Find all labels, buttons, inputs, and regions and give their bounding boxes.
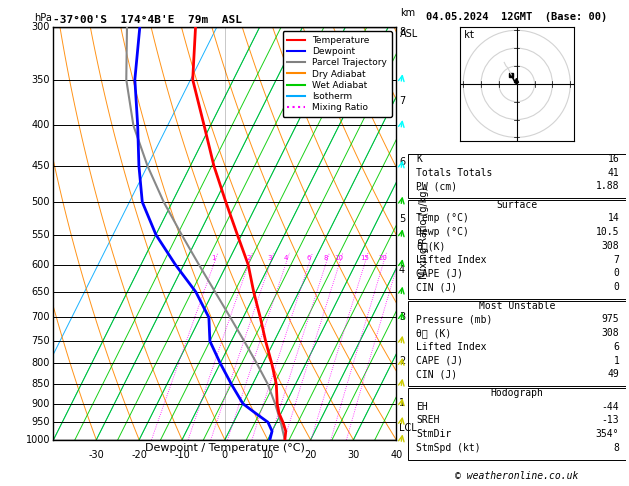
Text: 1.88: 1.88 bbox=[596, 181, 620, 191]
Text: 5: 5 bbox=[399, 214, 405, 224]
Text: 1: 1 bbox=[399, 398, 405, 408]
Text: 400: 400 bbox=[31, 121, 50, 130]
Text: 7: 7 bbox=[399, 96, 405, 106]
Text: 0: 0 bbox=[222, 450, 228, 460]
Text: 650: 650 bbox=[31, 287, 50, 297]
Text: 308: 308 bbox=[602, 328, 620, 338]
Text: 6: 6 bbox=[399, 157, 405, 167]
Text: 308: 308 bbox=[602, 241, 620, 251]
Text: 30: 30 bbox=[347, 450, 360, 460]
Text: km: km bbox=[399, 8, 415, 18]
Text: EH: EH bbox=[416, 401, 428, 412]
Bar bbox=[408, 388, 626, 460]
Text: StmDir: StmDir bbox=[416, 429, 452, 439]
Text: 16: 16 bbox=[608, 154, 620, 164]
Text: 8: 8 bbox=[613, 443, 620, 453]
Text: 4: 4 bbox=[399, 265, 405, 275]
Text: 975: 975 bbox=[602, 314, 620, 324]
Text: 354°: 354° bbox=[596, 429, 620, 439]
Text: -44: -44 bbox=[602, 401, 620, 412]
Text: 3: 3 bbox=[267, 255, 272, 261]
Text: 04.05.2024  12GMT  (Base: 00): 04.05.2024 12GMT (Base: 00) bbox=[426, 12, 608, 22]
Text: 8: 8 bbox=[399, 27, 405, 37]
Text: 8: 8 bbox=[323, 255, 328, 261]
Text: -37°00'S  174°4B'E  79m  ASL: -37°00'S 174°4B'E 79m ASL bbox=[53, 15, 242, 25]
Text: 10: 10 bbox=[262, 450, 274, 460]
Text: Surface: Surface bbox=[496, 200, 537, 210]
Text: 0: 0 bbox=[613, 282, 620, 292]
Text: 750: 750 bbox=[31, 336, 50, 346]
Text: 3: 3 bbox=[399, 312, 405, 322]
Text: hPa: hPa bbox=[35, 13, 52, 22]
Text: Totals Totals: Totals Totals bbox=[416, 168, 493, 177]
Text: CIN (J): CIN (J) bbox=[416, 369, 457, 379]
Text: -20: -20 bbox=[131, 450, 147, 460]
Text: 450: 450 bbox=[31, 161, 50, 171]
Text: 40: 40 bbox=[390, 450, 403, 460]
Text: 600: 600 bbox=[31, 260, 50, 270]
Text: 15: 15 bbox=[360, 255, 369, 261]
Text: 1000: 1000 bbox=[26, 435, 50, 445]
Text: 850: 850 bbox=[31, 379, 50, 389]
Text: 350: 350 bbox=[31, 75, 50, 85]
Text: -13: -13 bbox=[602, 415, 620, 425]
X-axis label: Dewpoint / Temperature (°C): Dewpoint / Temperature (°C) bbox=[145, 443, 305, 452]
Text: Mixing Ratio (g/kg): Mixing Ratio (g/kg) bbox=[419, 187, 429, 279]
Text: 41: 41 bbox=[608, 168, 620, 177]
Text: 700: 700 bbox=[31, 312, 50, 322]
Text: Most Unstable: Most Unstable bbox=[479, 301, 555, 311]
Text: K: K bbox=[416, 154, 422, 164]
Text: Dewp (°C): Dewp (°C) bbox=[416, 227, 469, 237]
Text: CAPE (J): CAPE (J) bbox=[416, 268, 464, 278]
Text: ASL: ASL bbox=[399, 29, 418, 39]
Text: 950: 950 bbox=[31, 417, 50, 427]
Text: SREH: SREH bbox=[416, 415, 440, 425]
Text: kt: kt bbox=[464, 30, 476, 40]
Text: 4: 4 bbox=[284, 255, 288, 261]
Text: CIN (J): CIN (J) bbox=[416, 282, 457, 292]
Text: Pressure (mb): Pressure (mb) bbox=[416, 314, 493, 324]
Text: 1: 1 bbox=[613, 356, 620, 365]
Text: 6: 6 bbox=[613, 342, 620, 352]
Text: 14: 14 bbox=[608, 213, 620, 224]
Text: 10: 10 bbox=[335, 255, 343, 261]
Text: 900: 900 bbox=[31, 399, 50, 409]
Legend: Temperature, Dewpoint, Parcel Trajectory, Dry Adiabat, Wet Adiabat, Isotherm, Mi: Temperature, Dewpoint, Parcel Trajectory… bbox=[282, 31, 392, 117]
Text: -10: -10 bbox=[174, 450, 190, 460]
Bar bbox=[408, 154, 626, 198]
Text: 0: 0 bbox=[613, 268, 620, 278]
Text: 800: 800 bbox=[31, 358, 50, 368]
Text: 20: 20 bbox=[304, 450, 317, 460]
Text: Lifted Index: Lifted Index bbox=[416, 342, 487, 352]
Text: Temp (°C): Temp (°C) bbox=[416, 213, 469, 224]
Text: -30: -30 bbox=[89, 450, 104, 460]
Text: Lifted Index: Lifted Index bbox=[416, 255, 487, 265]
Text: θᴇ(K): θᴇ(K) bbox=[416, 241, 446, 251]
Text: Hodograph: Hodograph bbox=[490, 388, 543, 398]
Text: 10.5: 10.5 bbox=[596, 227, 620, 237]
Text: 300: 300 bbox=[31, 22, 50, 32]
Text: LCL: LCL bbox=[399, 423, 417, 434]
Text: θᴇ (K): θᴇ (K) bbox=[416, 328, 452, 338]
Text: © weatheronline.co.uk: © weatheronline.co.uk bbox=[455, 471, 579, 481]
Text: 2: 2 bbox=[246, 255, 250, 261]
Text: 49: 49 bbox=[608, 369, 620, 379]
Text: 550: 550 bbox=[31, 230, 50, 240]
Bar bbox=[408, 200, 626, 299]
Text: 20: 20 bbox=[379, 255, 387, 261]
Text: 7: 7 bbox=[613, 255, 620, 265]
Text: 1: 1 bbox=[211, 255, 216, 261]
Text: 2: 2 bbox=[399, 356, 405, 366]
Text: 500: 500 bbox=[31, 197, 50, 207]
Text: CAPE (J): CAPE (J) bbox=[416, 356, 464, 365]
Text: StmSpd (kt): StmSpd (kt) bbox=[416, 443, 481, 453]
Text: 6: 6 bbox=[306, 255, 311, 261]
Text: PW (cm): PW (cm) bbox=[416, 181, 457, 191]
Bar bbox=[408, 301, 626, 386]
